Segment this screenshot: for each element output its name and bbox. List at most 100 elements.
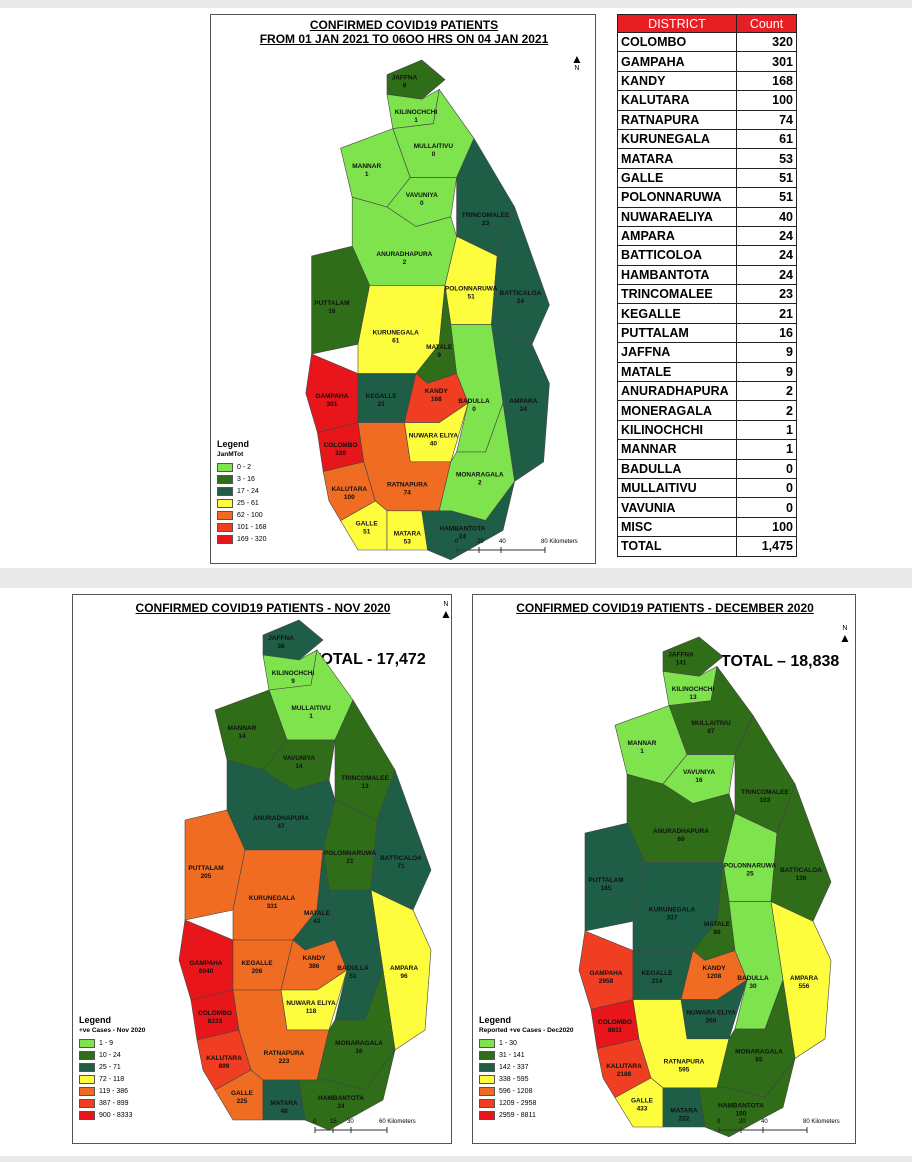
map-panel-jan: CONFIRMED COVID19 PATIENTS FROM 01 JAN 2… (210, 14, 596, 564)
district-label: TRINCOMALEE (741, 789, 789, 796)
district-cell: MATARA (617, 148, 737, 169)
title-line-1: CONFIRMED COVID19 PATIENTS (309, 18, 499, 32)
legend-swatch (217, 474, 233, 484)
district-label: MANNAR (352, 163, 381, 170)
legend-label: 10 - 24 (99, 1051, 121, 1059)
north-arrow: ▲ N (571, 52, 583, 72)
count-cell: 301 (736, 51, 797, 72)
legend-label: 25 - 61 (237, 499, 259, 507)
district-label: JAFFNA (668, 652, 694, 659)
district-value: 24 (517, 298, 525, 305)
district-value: 16 (695, 777, 703, 784)
district-value: 74 (404, 489, 412, 496)
district-value: 168 (431, 396, 442, 403)
district-batticaloa (491, 206, 550, 345)
district-label: VAVUNIYA (683, 769, 715, 776)
district-label: ANURADHAPURA (653, 828, 709, 835)
district-value: 69 (677, 836, 685, 843)
district-label: GALLE (356, 521, 379, 528)
table-row: NUWARAELIYA 40 (617, 206, 797, 227)
district-label: HAMBANTOTA (718, 1102, 764, 1109)
district-value: 1208 (707, 973, 722, 980)
district-label: ANURADHAPURA (253, 815, 309, 822)
count-cell: 9 (736, 361, 797, 383)
legend-label: 25 - 71 (99, 1063, 121, 1071)
district-label: MULLAITIVU (414, 143, 454, 150)
district-jaffna (662, 636, 724, 677)
legend-label: 0 - 2 (237, 463, 252, 471)
district-label: KALUTARA (206, 1055, 242, 1062)
district-cell: MISC (617, 516, 737, 538)
title-line-2: FROM 01 JAN 2021 TO 06OO HRS ON 04 JAN 2… (259, 32, 549, 46)
district-value: 214 (652, 978, 663, 985)
table-row: MATALE 9 (617, 361, 797, 383)
legend-item: 169 - 320 (217, 533, 267, 545)
count-cell: 51 (736, 167, 797, 189)
scale-bar: 0 20 40 80 Kilometers (717, 1119, 853, 1139)
district-value: 1 (414, 117, 418, 124)
legend-label: 2959 - 8811 (499, 1111, 536, 1119)
scale-tick: 0 (717, 1119, 721, 1125)
district-label: BADULLA (337, 965, 369, 972)
scale-tick: 30 (347, 1119, 354, 1125)
district-label: MONARAGALA (335, 1040, 383, 1047)
legend-item: 119 - 386 (79, 1085, 145, 1097)
district-label: KANDY (702, 965, 726, 972)
legend-item: 1 - 9 (79, 1037, 145, 1049)
legend-label: 62 - 100 (237, 511, 263, 519)
table-row: COLOMBO 320 (617, 31, 797, 53)
legend-swatch (479, 1110, 495, 1120)
legend-swatch (479, 1098, 495, 1108)
district-label: AMPARA (390, 965, 418, 972)
district-label: GAMPAHA (315, 393, 348, 400)
count-cell: 74 (736, 109, 797, 130)
legend-item: 17 - 24 (217, 485, 267, 497)
district-value: 223 (279, 1058, 290, 1065)
map-title: CONFIRMED COVID19 PATIENTS - NOV 2020 (135, 601, 391, 615)
district-label: PUTTALAM (314, 300, 349, 307)
legend-item: 142 - 337 (479, 1061, 573, 1073)
district-label: JAFFNA (268, 635, 294, 642)
map-panel-dec: CONFIRMED COVID19 PATIENTS - DECEMBER 20… (472, 594, 856, 1144)
district-map: JAFFNA38KILINOCHCHI9MULLAITIVU1MANNAR14V… (178, 619, 432, 1131)
district-cell: VAVUNIA (617, 497, 737, 518)
district-value: 65 (755, 1057, 763, 1064)
legend-item: 25 - 61 (217, 497, 267, 509)
district-label: TRINCOMALEE (341, 775, 389, 782)
district-label: RATNAPURA (664, 1058, 705, 1065)
legend-item: 101 - 168 (217, 521, 267, 533)
district-label: PUTTALAM (188, 865, 223, 872)
count-cell: 0 (736, 497, 797, 518)
district-label: GAMPAHA (589, 970, 622, 977)
legend-title: Legend (217, 439, 250, 449)
district-value: 0 (420, 200, 424, 207)
district-label: KALUTARA (331, 486, 367, 493)
district-label: MATARA (270, 1100, 298, 1107)
table-row: POLONNARUWA 51 (617, 187, 797, 208)
table-row: KALUTARA 100 (617, 90, 797, 111)
legend-swatch (217, 522, 233, 532)
total-label: TOTAL – 18,838 (721, 653, 840, 670)
table-row: MANNAR 1 (617, 439, 797, 460)
district-cell: PUTTALAM (617, 322, 737, 344)
map-panel-nov: CONFIRMED COVID19 PATIENTS - NOV 2020 N ▲… (72, 594, 452, 1144)
district-value: 24 (520, 406, 528, 413)
count-cell: 2 (736, 381, 797, 402)
district-label: HAMBANTOTA (439, 525, 485, 532)
district-value: 9 (291, 678, 295, 685)
district-label: NUWARA ELIYA (686, 1009, 736, 1016)
district-cell: MONERAGALA (617, 400, 737, 421)
district-jaffna (262, 619, 324, 661)
legend-swatch (479, 1074, 495, 1084)
district-value: 13 (689, 694, 697, 701)
table-row: MULLAITIVU 0 (617, 477, 797, 499)
district-cell: KALUTARA (617, 90, 737, 111)
district-value: 118 (306, 1008, 317, 1015)
legend-swatch (79, 1110, 95, 1120)
district-value: 433 (637, 1106, 648, 1113)
district-label: BADULLA (458, 398, 490, 405)
district-label: KEGALLE (241, 960, 273, 967)
district-value: 14 (295, 763, 303, 770)
legend-label: 31 - 141 (499, 1051, 525, 1059)
district-value: 43 (313, 918, 321, 925)
